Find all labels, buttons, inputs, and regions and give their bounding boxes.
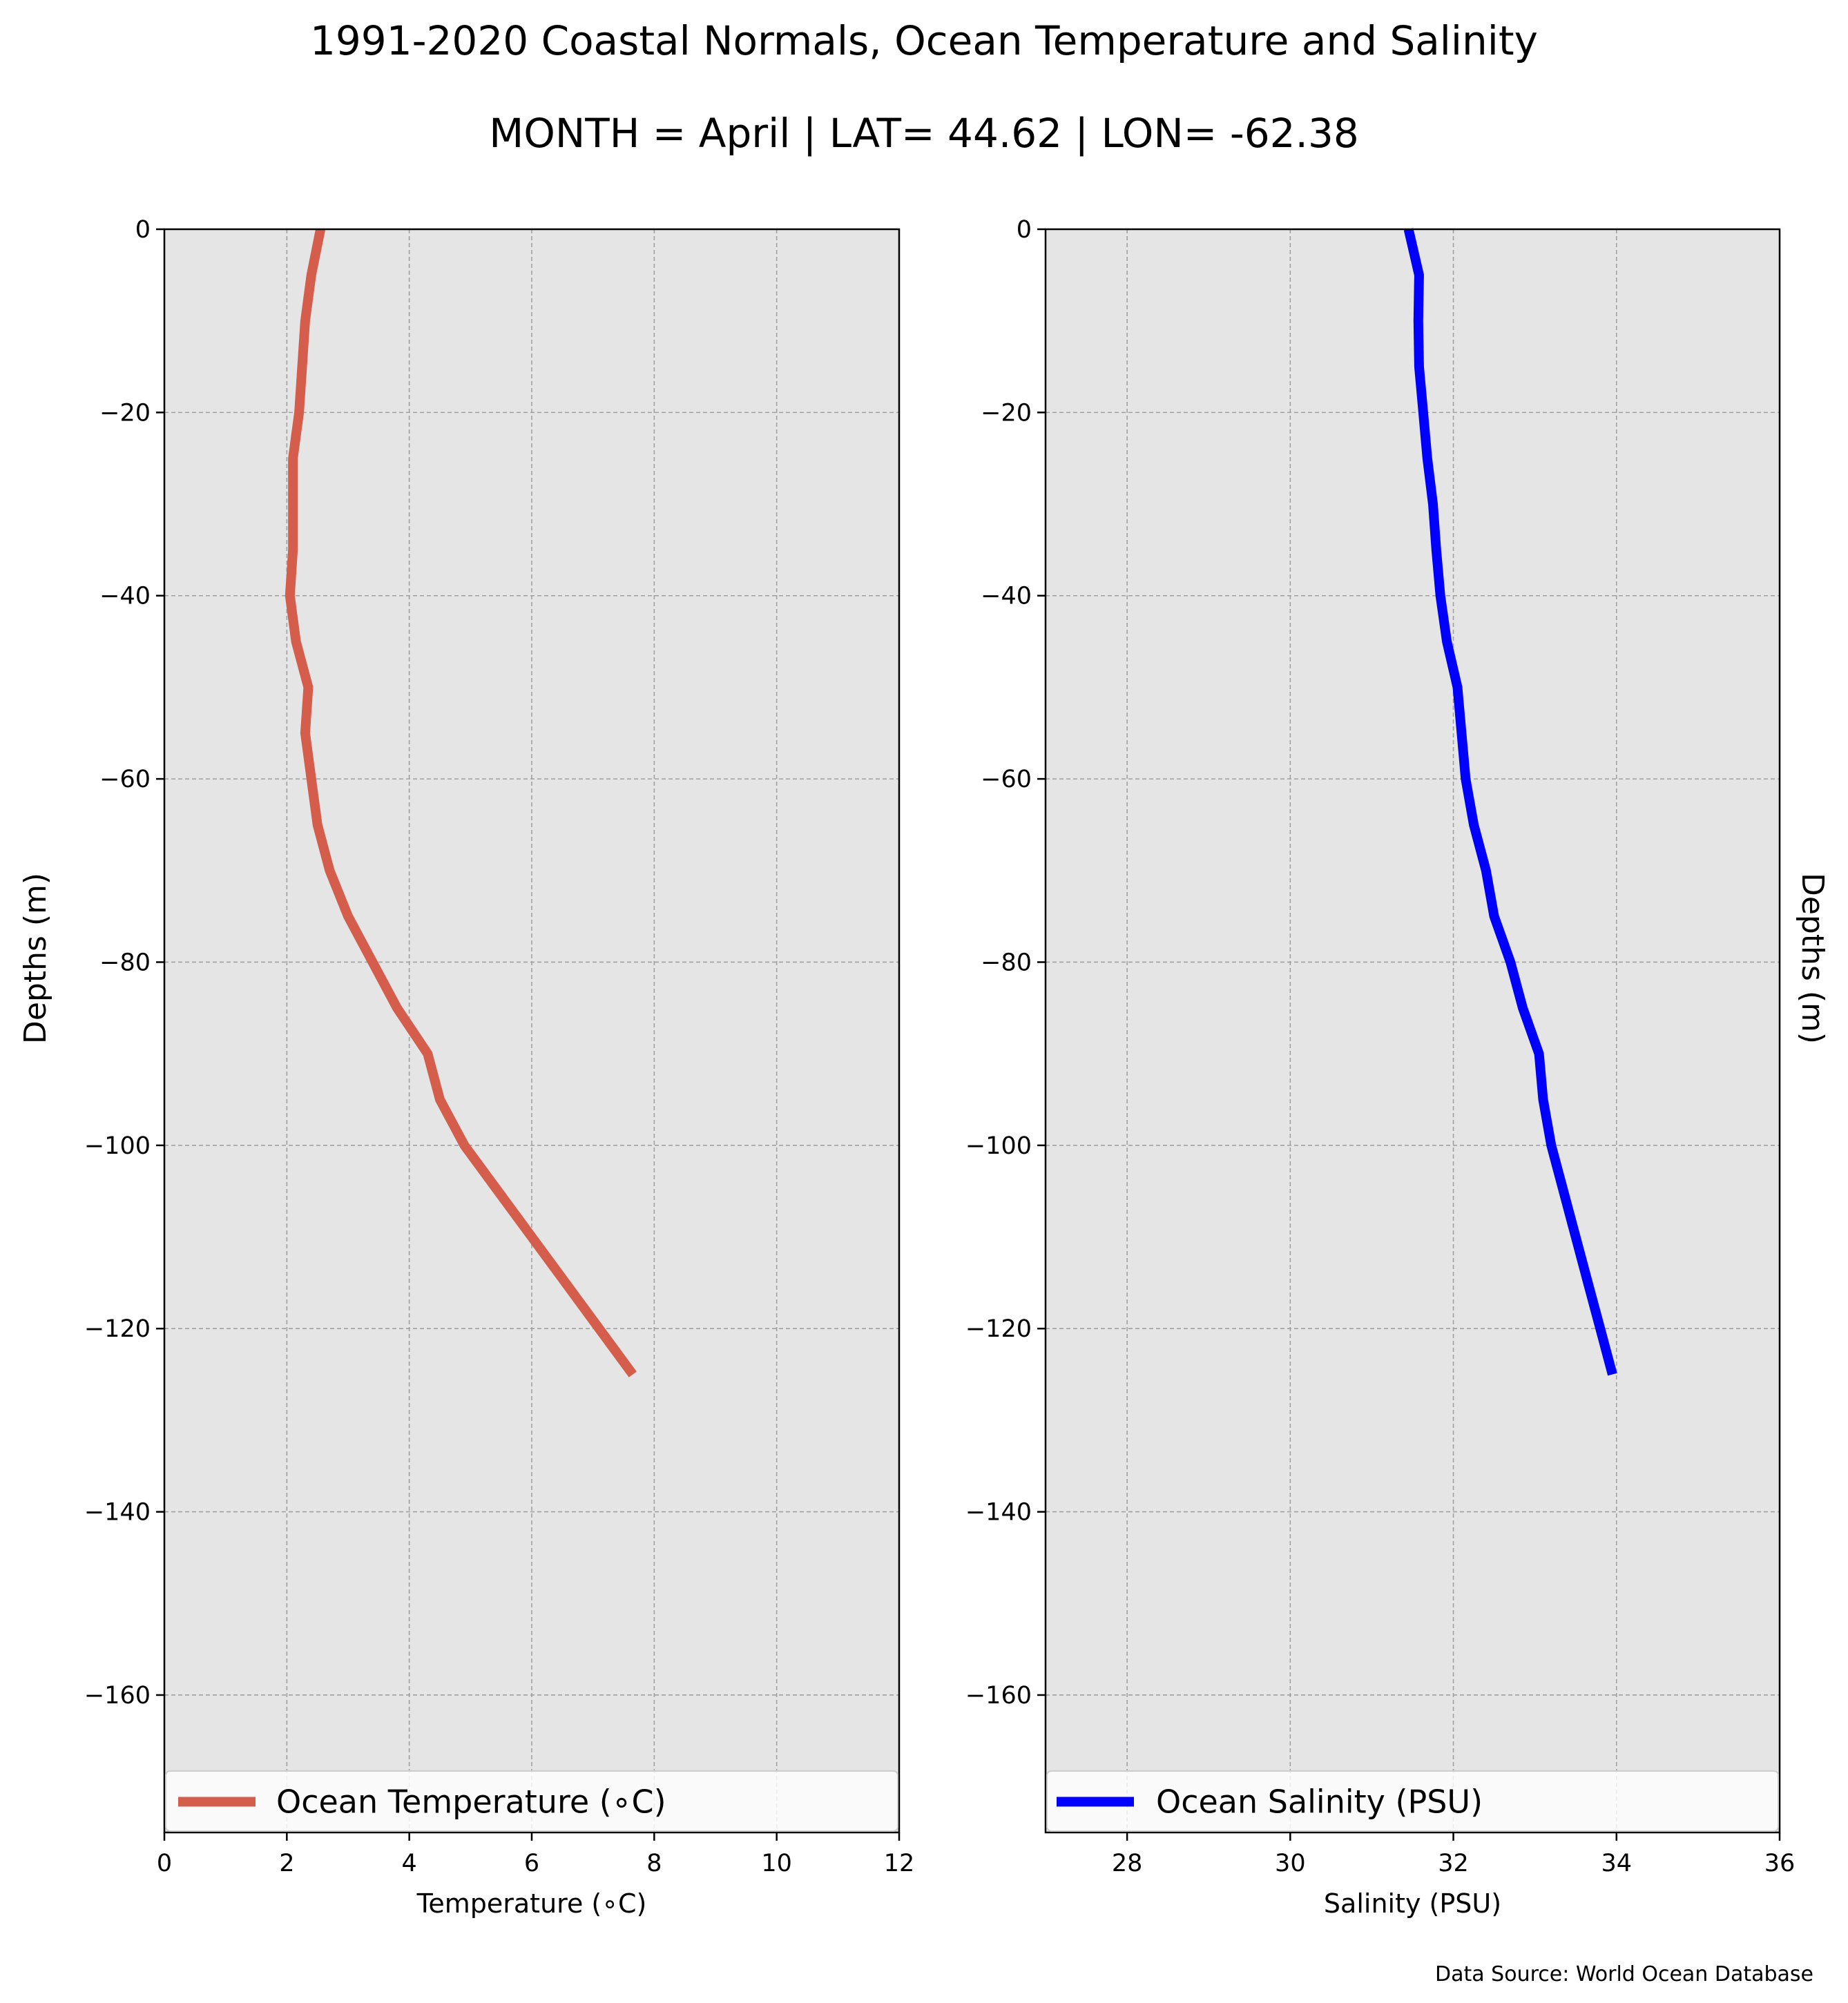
temperature-y-tick-label: 0 <box>135 216 151 244</box>
temperature-x-tick-label: 10 <box>761 1850 792 1877</box>
salinity-x-tick-label: 28 <box>1112 1850 1143 1877</box>
temperature-y-axis-label: Depths (m) <box>18 873 53 1044</box>
temperature-x-axis-label: Temperature (∘C) <box>416 1888 647 1919</box>
salinity-y-tick-label: −60 <box>981 766 1032 793</box>
salinity-x-tick-label: 36 <box>1764 1850 1796 1877</box>
temperature-x-tick-label: 0 <box>157 1850 172 1877</box>
salinity-x-tick-label: 34 <box>1601 1850 1633 1877</box>
salinity-y-tick-label: −120 <box>965 1315 1032 1343</box>
chart-title: 1991-2020 Coastal Normals, Ocean Tempera… <box>310 17 1538 64</box>
salinity-x-axis-label: Salinity (PSU) <box>1324 1888 1501 1919</box>
salinity-legend-box <box>1046 1770 1779 1832</box>
salinity-legend-label: Ocean Salinity (PSU) <box>1156 1783 1483 1821</box>
temperature-x-tick-label: 12 <box>884 1850 915 1877</box>
salinity-series-line <box>1403 228 1617 1376</box>
salinity-x-tick-label: 32 <box>1438 1850 1469 1877</box>
temperature-x-tick-label: 6 <box>524 1850 539 1877</box>
temperature-y-tick-label: −40 <box>99 583 151 610</box>
salinity-y-tick-label: 0 <box>1017 216 1032 244</box>
salinity-y-axis-label: Depths (m) <box>1795 873 1830 1044</box>
salinity-y-tick-label: −80 <box>981 949 1032 976</box>
temperature-legend-box <box>165 1770 898 1832</box>
temperature-y-tick-label: −80 <box>99 949 151 976</box>
temperature-panel: 0 −20 −40 −60 −80 −100 −120 −140 −160 0 2 4 6 8 10 12 Te… <box>18 216 914 1919</box>
data-source-note: Data Source: World Ocean Database <box>1435 1962 1813 1986</box>
chart-subtitle: MONTH = April | LAT= 44.62 | LON= -62.38 <box>489 110 1359 157</box>
temperature-y-tick-label: −160 <box>84 1682 151 1710</box>
temperature-x-tick-label: 2 <box>279 1850 294 1877</box>
temperature-y-tick-label: −60 <box>99 766 151 793</box>
temperature-series-line <box>285 228 637 1377</box>
salinity-y-tick-label: −140 <box>965 1499 1032 1527</box>
temperature-y-tick-label: −120 <box>84 1315 151 1343</box>
temperature-x-tick-label: 8 <box>646 1850 662 1877</box>
temperature-y-tick-label: −20 <box>99 399 151 427</box>
salinity-y-tick-label: −160 <box>965 1682 1032 1710</box>
salinity-panel: 0 −20 −40 −60 −80 −100 −120 −140 −160 28 30 32 34 36 S… <box>965 216 1830 1919</box>
temperature-legend-label: Ocean Temperature (∘C) <box>276 1783 666 1821</box>
salinity-y-tick-label: −40 <box>981 583 1032 610</box>
salinity-y-tick-label: −20 <box>981 399 1032 427</box>
salinity-axes-frame <box>1044 228 1781 1834</box>
salinity-plot-background <box>1046 229 1780 1832</box>
temperature-y-tick-label: −100 <box>84 1132 151 1160</box>
temperature-y-tick-label: −140 <box>84 1499 151 1527</box>
salinity-x-tick-label: 30 <box>1275 1850 1306 1877</box>
salinity-y-tick-label: −100 <box>965 1132 1032 1160</box>
temperature-x-tick-label: 4 <box>402 1850 417 1877</box>
